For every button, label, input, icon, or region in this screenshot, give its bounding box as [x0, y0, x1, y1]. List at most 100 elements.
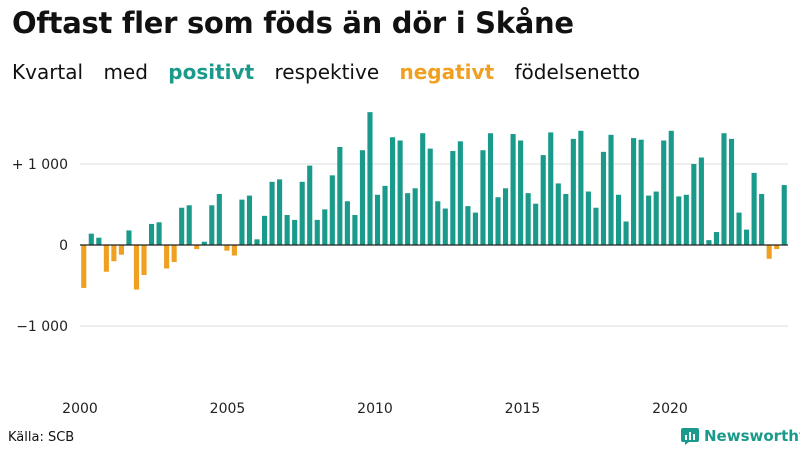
bar — [706, 240, 712, 245]
bar — [412, 188, 418, 245]
bar — [88, 233, 94, 245]
bar — [495, 197, 501, 245]
bar — [209, 205, 215, 245]
bar — [231, 245, 237, 256]
bar — [585, 191, 591, 245]
bar — [171, 245, 177, 263]
bar — [661, 140, 667, 245]
bar — [427, 148, 433, 245]
bar — [179, 207, 185, 245]
subtitle-word-respektive: respektive — [274, 60, 380, 84]
bar — [623, 221, 629, 245]
bar — [450, 151, 456, 245]
bar — [683, 194, 689, 245]
bar — [261, 215, 268, 245]
bar — [698, 157, 704, 245]
bar — [676, 196, 682, 245]
bar — [224, 245, 230, 251]
bar — [781, 185, 787, 245]
bar — [277, 179, 283, 245]
bar — [148, 223, 155, 245]
x-tick-label: 2020 — [652, 401, 688, 417]
bar — [314, 219, 320, 245]
bar — [156, 222, 162, 245]
source-label: Källa: SCB — [8, 430, 75, 445]
bar — [721, 133, 727, 245]
bar — [216, 193, 222, 245]
bar — [405, 193, 411, 245]
x-tick-label: 2005 — [210, 401, 246, 417]
bar — [382, 185, 388, 245]
bar — [570, 138, 576, 245]
bar — [691, 164, 697, 245]
bar — [615, 194, 622, 245]
y-tick-label: + 1 000 — [12, 157, 68, 173]
bar — [518, 140, 524, 245]
bar — [563, 193, 569, 245]
bar — [502, 188, 509, 245]
bar — [254, 239, 260, 245]
bar — [111, 245, 117, 262]
bar — [465, 206, 471, 245]
bar — [103, 245, 109, 272]
bar — [374, 194, 381, 245]
bar — [736, 212, 742, 245]
bar — [367, 112, 373, 245]
bar — [668, 130, 674, 245]
bar — [472, 212, 478, 245]
bar — [239, 199, 245, 245]
bar — [608, 134, 614, 245]
legend-positive: positivt — [168, 60, 255, 84]
bar — [548, 132, 554, 245]
bar — [653, 191, 659, 245]
x-tick-label: 2000 — [62, 401, 98, 417]
subtitle-word-fodelsenetto: födelsenetto — [514, 60, 640, 84]
bar — [344, 201, 350, 245]
bar — [638, 139, 644, 245]
bar — [525, 193, 531, 245]
bar — [390, 137, 396, 245]
bar — [284, 215, 290, 245]
bar-chart-icon — [681, 428, 699, 445]
brand-name: Newsworthy — [704, 427, 800, 445]
bar — [487, 133, 494, 245]
x-tick-label: 2010 — [357, 401, 393, 417]
bar — [81, 245, 87, 288]
bar — [435, 201, 441, 245]
subtitle-word-kvartal: Kvartal — [12, 60, 84, 84]
bar — [774, 245, 780, 250]
bar — [457, 141, 463, 245]
bar — [118, 245, 124, 255]
bar — [555, 183, 561, 245]
chart-subtitle: Kvartal med positivt respektive negativt… — [12, 60, 654, 84]
y-tick-label: 0 — [59, 238, 68, 254]
bar — [510, 134, 516, 245]
bar — [442, 208, 448, 245]
bar — [322, 209, 328, 245]
chart-title: Oftast fler som föds än dör i Skåne — [12, 6, 574, 40]
x-tick-label: 2015 — [505, 401, 541, 417]
bar — [133, 245, 140, 290]
y-tick-label: −1 000 — [16, 319, 68, 335]
bar — [540, 155, 546, 245]
bar — [744, 229, 750, 245]
bar — [600, 151, 607, 245]
bar — [329, 175, 335, 245]
subtitle-word-med: med — [103, 60, 148, 84]
bar — [766, 245, 772, 259]
bar — [593, 207, 599, 245]
bar — [141, 245, 147, 275]
bar — [646, 195, 652, 245]
bar — [713, 232, 720, 245]
legend-negative: negativt — [399, 60, 495, 84]
bar — [126, 230, 132, 245]
bar — [728, 138, 735, 245]
bar — [578, 130, 584, 245]
bar — [751, 172, 757, 245]
bar — [292, 219, 298, 245]
bar — [631, 138, 637, 245]
bar — [96, 237, 102, 245]
bar — [194, 245, 200, 250]
bar — [269, 181, 275, 245]
bar — [533, 203, 539, 245]
